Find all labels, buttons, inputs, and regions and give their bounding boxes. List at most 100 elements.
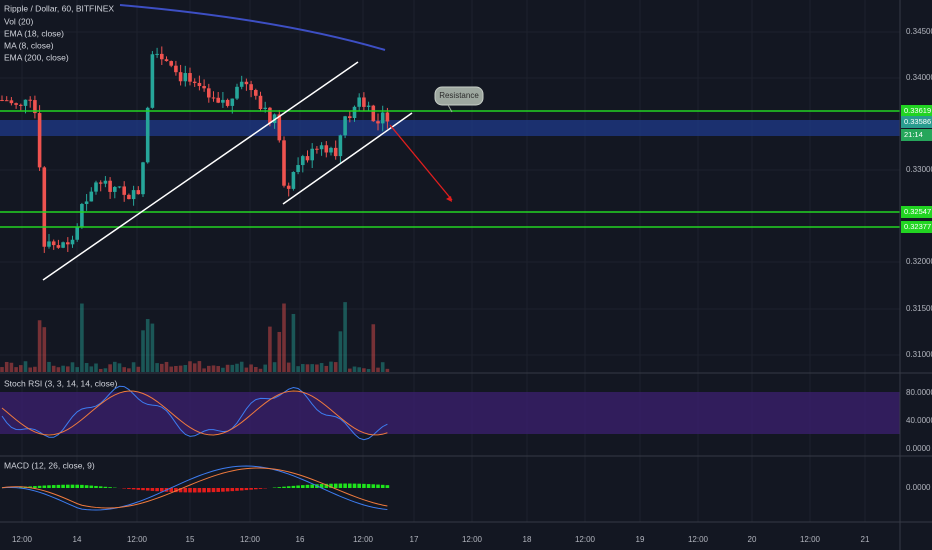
candle xyxy=(197,82,202,87)
hist-bar xyxy=(127,488,131,489)
candle xyxy=(89,191,94,202)
candle xyxy=(371,105,376,122)
candle xyxy=(178,72,183,82)
hist-bar xyxy=(94,485,98,488)
hist-bar xyxy=(239,488,244,491)
hist-bar xyxy=(33,486,37,488)
candle xyxy=(183,73,188,82)
hist-bar xyxy=(197,488,202,493)
candle xyxy=(145,107,150,163)
volume-bar xyxy=(197,361,202,372)
hist-bar xyxy=(343,483,347,488)
hist-bar xyxy=(155,488,159,492)
volume-bar xyxy=(216,366,220,372)
hist-bar xyxy=(183,488,188,493)
candle xyxy=(19,104,23,106)
candle xyxy=(385,112,390,122)
candle xyxy=(98,182,103,184)
volume-bar xyxy=(61,365,65,372)
volume-bar xyxy=(263,364,267,372)
candle xyxy=(0,100,4,101)
volume-bar xyxy=(141,330,145,372)
candle xyxy=(9,100,14,104)
hist-bar xyxy=(19,486,23,488)
hist-bar xyxy=(66,484,70,488)
hist-bar xyxy=(56,484,61,488)
hist-bar xyxy=(37,485,42,488)
volume-bar xyxy=(357,367,361,372)
price-tag xyxy=(901,116,932,128)
volume-bar xyxy=(258,368,263,372)
candle xyxy=(56,245,61,248)
macd-title: MACD (12, 26, close, 9) xyxy=(4,460,95,470)
volume-bar xyxy=(221,367,225,372)
volume-bar xyxy=(277,331,282,372)
time-label: 20 xyxy=(748,535,757,544)
hist-bar xyxy=(178,488,183,493)
volume-bar xyxy=(178,365,183,372)
candle xyxy=(70,239,75,245)
hist-bar xyxy=(28,486,32,488)
time-label: 12:00 xyxy=(240,535,261,544)
volume-bar xyxy=(366,368,371,372)
candle xyxy=(380,112,385,124)
candle xyxy=(117,186,122,188)
price-tag xyxy=(901,129,932,141)
hist-bar xyxy=(305,484,310,488)
hist-bar xyxy=(380,484,385,488)
stoch-k xyxy=(1,385,388,441)
candle xyxy=(66,242,70,245)
volume-bar xyxy=(103,368,108,372)
hist-bar xyxy=(244,488,249,491)
candle xyxy=(122,186,126,195)
indicator-label: EMA (18, close) xyxy=(4,28,64,38)
volume-bar xyxy=(127,368,131,372)
indicator-label: Vol (20) xyxy=(4,16,33,26)
candle xyxy=(338,135,343,157)
candle xyxy=(33,100,37,114)
hist-bar xyxy=(258,488,263,489)
hist-bar xyxy=(277,487,282,488)
price-tag-label: 21:14 xyxy=(904,130,923,139)
trendline xyxy=(42,61,359,281)
candle xyxy=(277,114,282,141)
candle xyxy=(319,145,324,150)
volume-bar xyxy=(51,365,56,372)
hist-bar xyxy=(371,484,376,488)
volume-bar xyxy=(371,324,376,372)
time-label: 12:00 xyxy=(462,535,483,544)
arrow-head xyxy=(446,196,452,202)
hist-bar xyxy=(108,487,112,488)
hist-bar xyxy=(319,484,324,488)
hist-bar xyxy=(324,483,329,488)
candle xyxy=(211,97,216,99)
volume-bar xyxy=(235,363,239,372)
indicator-label: MA (8, close) xyxy=(4,40,54,50)
hist-bar xyxy=(385,485,390,488)
candle xyxy=(225,99,230,106)
volume-bar xyxy=(4,361,9,372)
volume-bar xyxy=(155,363,159,372)
hist-bar xyxy=(98,486,103,488)
candle xyxy=(239,81,244,87)
volume-bar xyxy=(66,366,70,372)
volume-bar xyxy=(28,367,32,372)
volume-bar xyxy=(343,302,347,372)
candle xyxy=(305,156,310,161)
candle xyxy=(155,53,159,55)
hist-bar xyxy=(192,488,197,493)
candle xyxy=(282,140,286,186)
volume-bar xyxy=(249,364,253,372)
candle xyxy=(324,145,329,153)
hist-bar xyxy=(249,488,253,490)
time-label: 18 xyxy=(523,535,532,544)
volume-bar xyxy=(70,362,75,372)
volume-bar xyxy=(145,319,150,372)
volume-bar xyxy=(301,364,305,372)
volume-bar xyxy=(98,368,103,372)
candle xyxy=(75,226,79,240)
volume-bar xyxy=(37,320,42,372)
candle xyxy=(28,99,32,101)
